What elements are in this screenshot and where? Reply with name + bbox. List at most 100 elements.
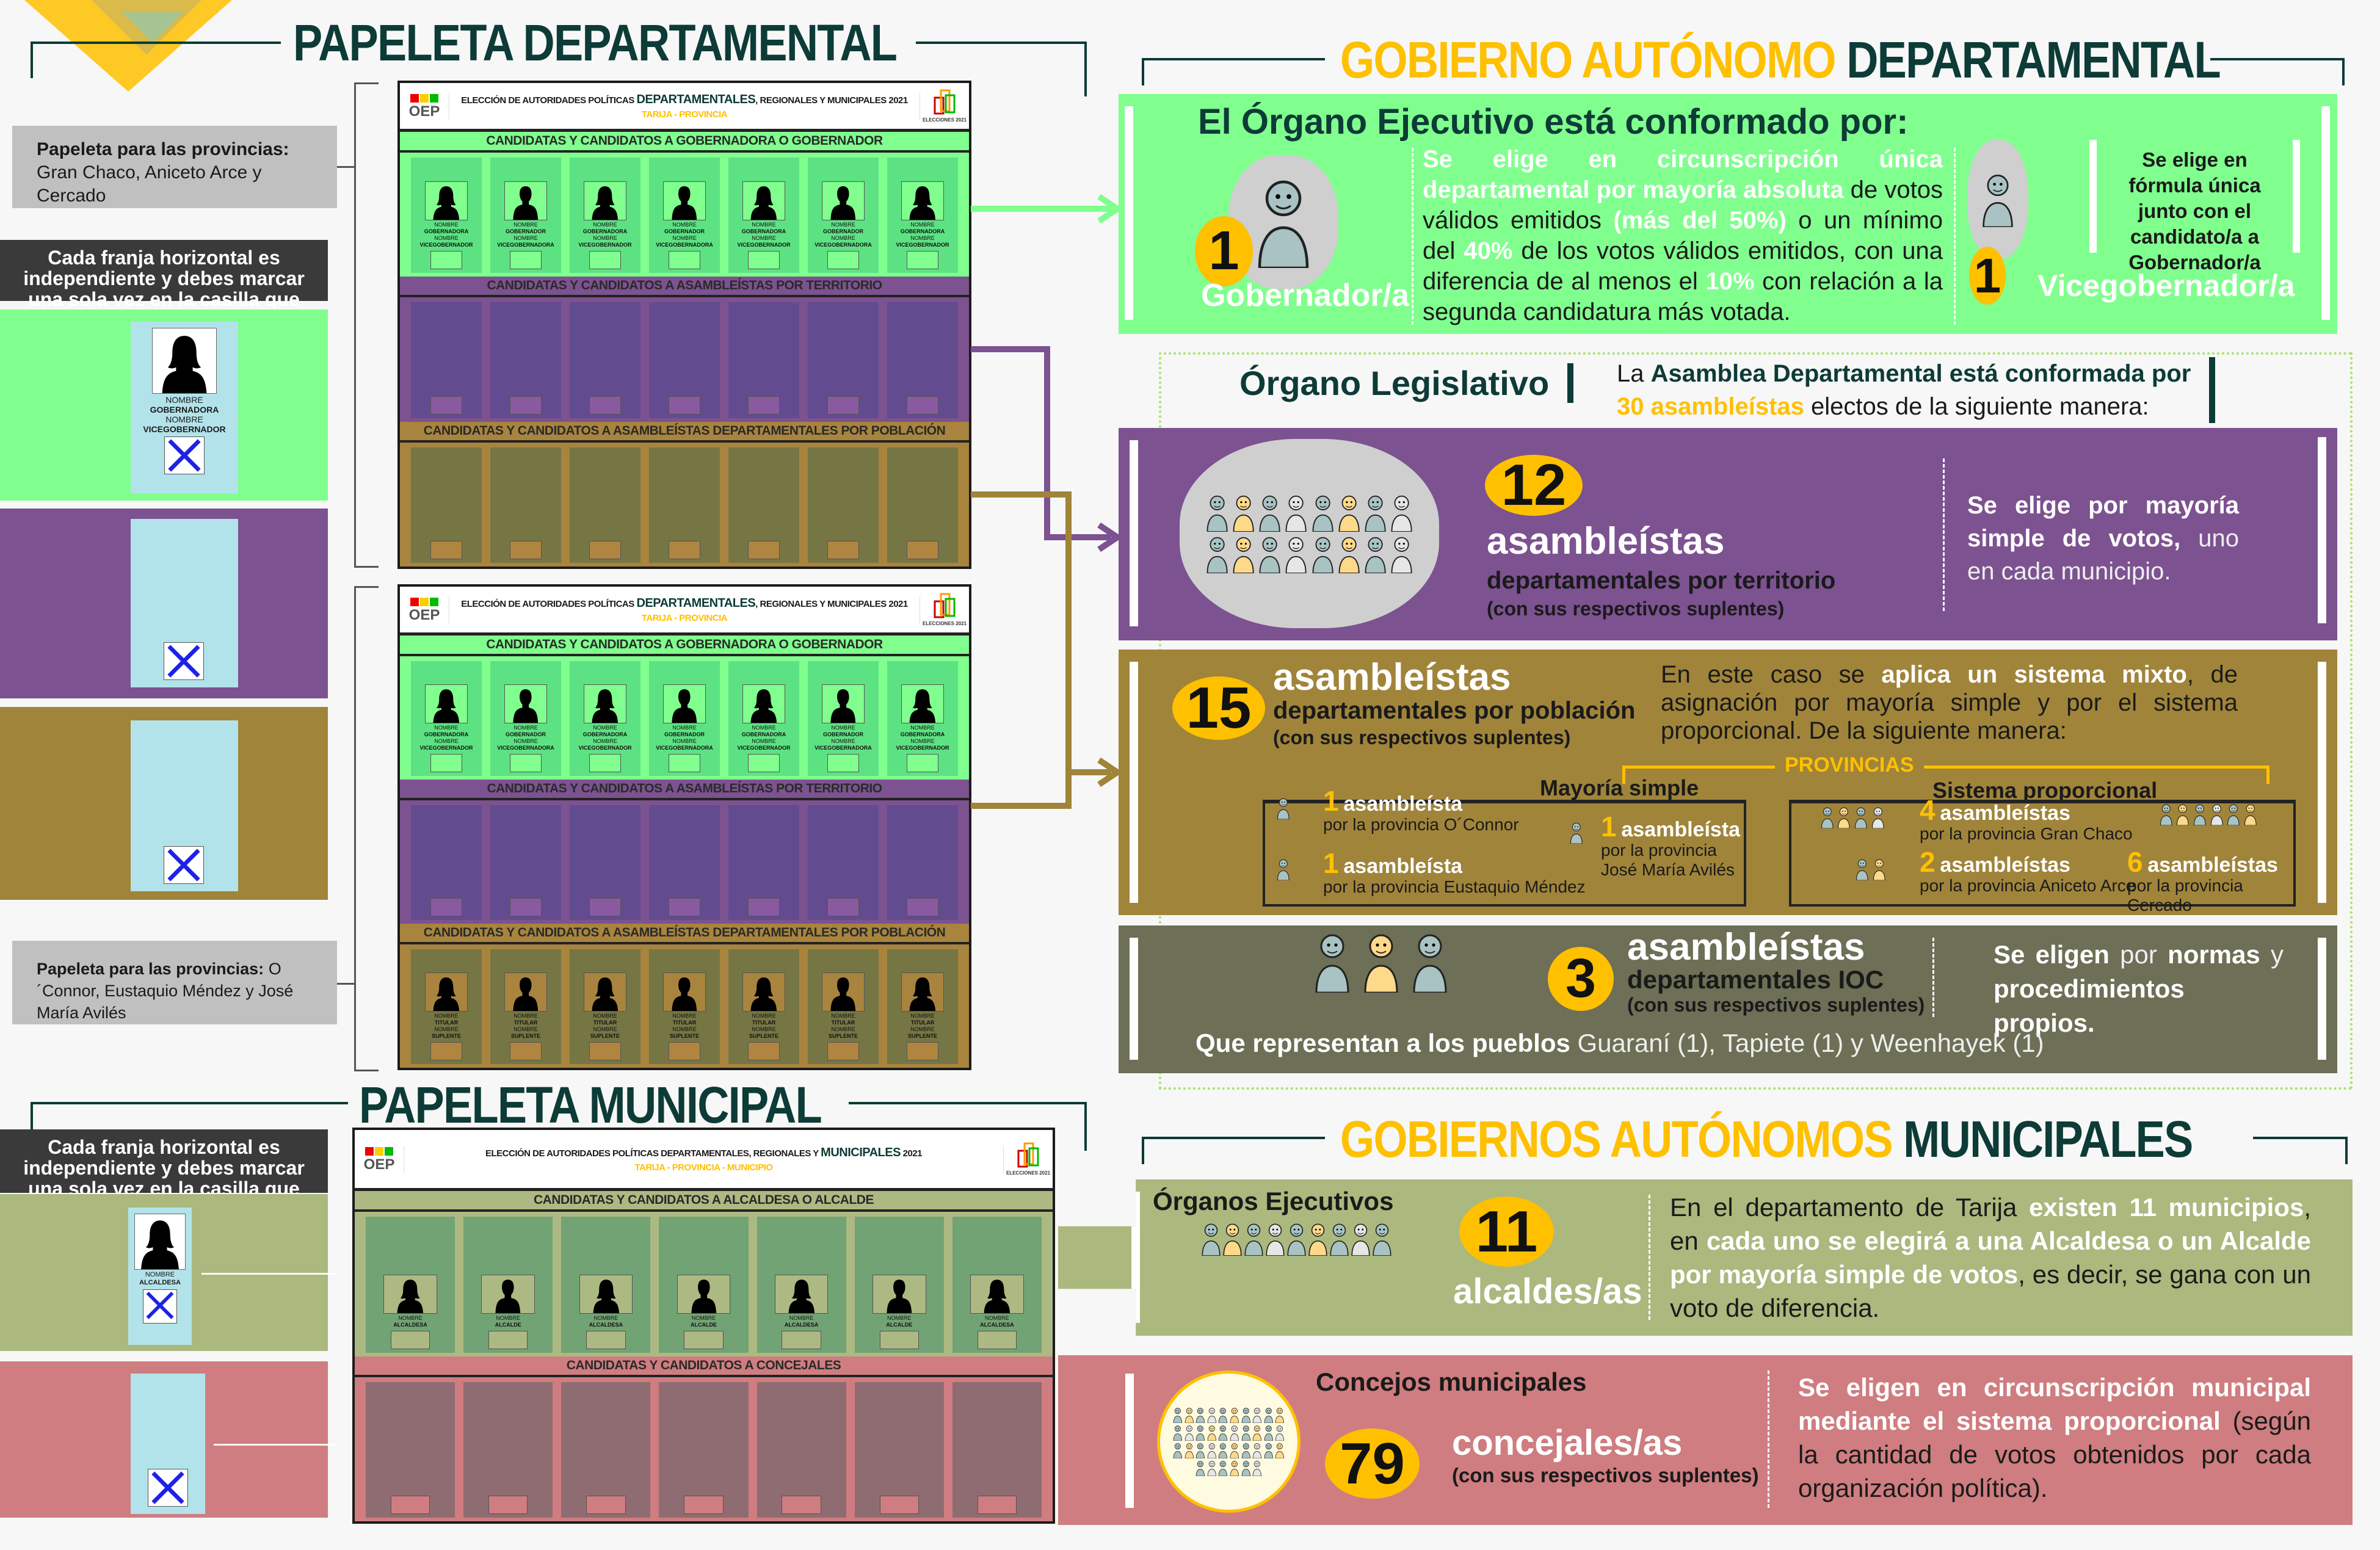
vote-checkbox[interactable] <box>782 1330 821 1349</box>
vote-checkbox[interactable] <box>748 251 780 270</box>
vote-checkbox[interactable] <box>510 540 542 559</box>
candidate-cell: NOMBRE ALCALDESA <box>952 1217 1042 1353</box>
vote-checkbox[interactable] <box>907 396 938 415</box>
connector-arrows <box>971 194 1123 809</box>
vote-checkbox[interactable] <box>782 1496 821 1514</box>
vote-checkbox[interactable] <box>510 251 542 270</box>
vote-checkbox[interactable] <box>748 754 780 772</box>
vote-checkbox[interactable] <box>669 396 700 415</box>
vote-checkbox[interactable] <box>390 1496 430 1514</box>
vote-checkbox[interactable] <box>589 396 621 415</box>
vote-checkbox[interactable] <box>488 1496 528 1514</box>
vote-checkbox[interactable] <box>669 754 700 772</box>
person-icon <box>1264 1408 1273 1423</box>
vote-checkbox[interactable] <box>748 396 780 415</box>
row-header: CANDIDATAS Y CANDIDATOS A CONCEJALES <box>355 1356 1053 1377</box>
person-icon <box>1259 495 1280 532</box>
person-icon <box>1173 1408 1182 1423</box>
candidate-cell <box>728 447 799 563</box>
vote-checkbox[interactable] <box>827 540 859 559</box>
vote-checkbox[interactable] <box>907 1042 938 1060</box>
ballot-header: OEP ELECCIÓN DE AUTORIDADES POLÍTICAS DE… <box>355 1130 1053 1191</box>
vote-checkbox[interactable] <box>430 540 462 559</box>
text-segment: y <box>2260 940 2284 969</box>
vote-checkbox[interactable] <box>748 540 780 559</box>
person-icon <box>1241 1443 1250 1458</box>
ballot-header: OEP ELECCIÓN DE AUTORIDADES POLÍTICAS DE… <box>400 587 969 636</box>
vote-checkbox[interactable] <box>907 251 938 270</box>
vote-checkbox[interactable] <box>879 1496 919 1514</box>
vote-checkbox[interactable] <box>510 1042 542 1060</box>
candidate-silhouette-icon <box>774 1274 829 1314</box>
text-segment: de votos válidos emitidos <box>1423 176 1943 234</box>
territory-box: 12 asambleístas departamentales por terr… <box>1119 428 2337 640</box>
vote-checkbox[interactable] <box>669 898 700 916</box>
person-icon <box>1821 807 1834 828</box>
vote-checkbox[interactable] <box>977 1330 1017 1349</box>
vote-checkbox[interactable] <box>430 898 462 916</box>
vote-checkbox[interactable] <box>907 898 938 916</box>
text-segment: electos de la siguiente manera: <box>1804 393 2149 420</box>
marked-checkbox[interactable] <box>164 436 205 474</box>
x-mark-icon <box>168 439 201 472</box>
text-segment: , de asignación por mayoría simple y por… <box>1661 661 2238 744</box>
ioc-people-icon <box>1274 932 1488 1023</box>
vote-checkbox[interactable] <box>510 754 542 772</box>
vote-checkbox[interactable] <box>430 1042 462 1060</box>
vote-checkbox[interactable] <box>827 396 859 415</box>
vote-checkbox[interactable] <box>430 251 462 270</box>
vote-checkbox[interactable] <box>684 1496 724 1514</box>
vote-checkbox[interactable] <box>748 898 780 916</box>
vote-checkbox[interactable] <box>827 251 859 270</box>
vote-checkbox[interactable] <box>669 1042 700 1060</box>
vote-checkbox[interactable] <box>586 1496 626 1514</box>
marked-checkbox[interactable] <box>148 1469 188 1507</box>
vote-checkbox[interactable] <box>827 754 859 772</box>
candidate-cell <box>649 302 720 418</box>
vote-checkbox[interactable] <box>430 754 462 772</box>
person-icon <box>2244 804 2257 825</box>
marked-checkbox[interactable] <box>143 1289 177 1324</box>
vote-checkbox[interactable] <box>907 540 938 559</box>
vote-checkbox[interactable] <box>669 251 700 270</box>
vote-checkbox[interactable] <box>977 1496 1017 1514</box>
person-icon <box>1252 1461 1262 1476</box>
oep-logo: OEP <box>355 1146 404 1172</box>
marked-checkbox[interactable] <box>164 642 204 680</box>
person-icon <box>1285 537 1307 573</box>
council-label: Concejos municipales <box>1316 1367 1587 1396</box>
candidate-cell: NOMBRE GOBERNADORA NOMBRE VICEGOBERNADOR <box>728 158 799 273</box>
elections-logo: ELECCIONES 2021 <box>1004 1142 1053 1176</box>
person-icon <box>1241 1461 1250 1476</box>
vote-checkbox[interactable] <box>430 396 462 415</box>
person-icon <box>1230 1408 1239 1423</box>
vote-checkbox[interactable] <box>907 754 938 772</box>
ballot-title: ELECCIÓN DE AUTORIDADES POLÍTICAS DEPART… <box>449 92 920 120</box>
marked-checkbox[interactable] <box>164 846 204 884</box>
candidate-cell: NOMBRE TITULAR NOMBRE SUPLENTE <box>490 949 561 1064</box>
person-icon <box>1264 1425 1273 1441</box>
dept-gov-title: GOBIERNO AUTÓNOMO DEPARTAMENTAL <box>1340 31 2221 89</box>
vote-checkbox[interactable] <box>586 1330 626 1349</box>
vote-checkbox[interactable] <box>510 396 542 415</box>
vote-checkbox[interactable] <box>684 1330 724 1349</box>
vote-checkbox[interactable] <box>669 540 700 559</box>
vote-checkbox[interactable] <box>390 1330 430 1349</box>
person-icon <box>1252 1408 1262 1423</box>
vote-checkbox[interactable] <box>879 1330 919 1349</box>
vote-checkbox[interactable] <box>748 1042 780 1060</box>
council-box: Concejos municipales 79 concejales/as (c… <box>1058 1355 2353 1525</box>
vote-checkbox[interactable] <box>589 898 621 916</box>
vote-checkbox[interactable] <box>589 1042 621 1060</box>
ballot-row-terr: CANDIDATAS Y CANDIDATOS A ASAMBLEÍSTAS P… <box>400 277 969 422</box>
person-icon <box>1275 1443 1285 1458</box>
candidate-silhouette-icon <box>663 684 706 723</box>
vote-checkbox[interactable] <box>488 1330 528 1349</box>
x-mark-icon <box>167 645 200 678</box>
vote-checkbox[interactable] <box>589 540 621 559</box>
vote-checkbox[interactable] <box>827 1042 859 1060</box>
vote-checkbox[interactable] <box>827 898 859 916</box>
vote-checkbox[interactable] <box>589 754 621 772</box>
vote-checkbox[interactable] <box>589 251 621 270</box>
vote-checkbox[interactable] <box>510 898 542 916</box>
